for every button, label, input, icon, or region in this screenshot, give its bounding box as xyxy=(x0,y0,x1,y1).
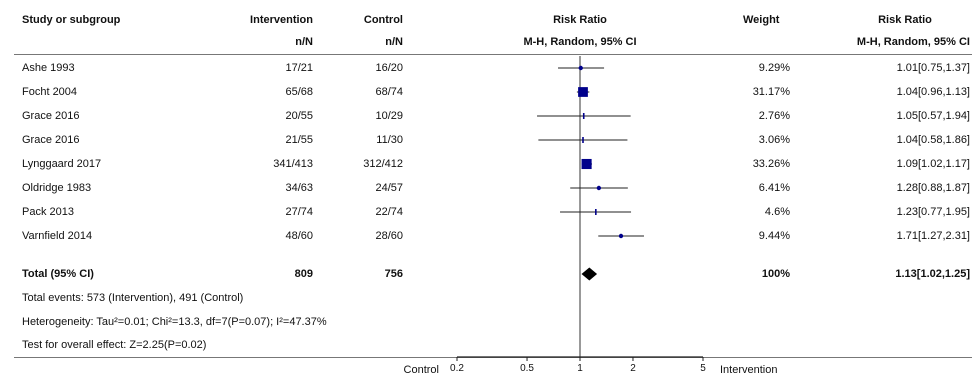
control-count: 24/57 xyxy=(375,182,403,194)
ci-value: 1.05[0.57,1.94] xyxy=(896,110,970,122)
ci-value: 1.23[0.77,1.95] xyxy=(896,206,970,218)
control-count: 68/74 xyxy=(375,86,403,98)
weight-value: 9.29% xyxy=(758,62,790,74)
weight-value: 9.44% xyxy=(758,230,790,242)
overall-effect-note: Test for overall effect: Z=2.25(P=0.02) xyxy=(22,339,207,351)
ci-value: 1.71[1.27,2.31] xyxy=(896,230,970,242)
study-name: Lynggaard 2017 xyxy=(22,158,102,170)
header-risk-ratio-sub: M-H, Random, 95% CI xyxy=(523,36,637,48)
x-tick-label: 2 xyxy=(630,363,636,374)
intervention-count: 341/413 xyxy=(273,158,313,170)
study-name: Ashe 1993 xyxy=(22,62,75,74)
intervention-count: 20/55 xyxy=(285,110,313,122)
header-control-sub: n/N xyxy=(385,36,403,48)
pooled-diamond xyxy=(581,267,598,281)
control-count: 312/412 xyxy=(363,158,403,170)
point-estimate-marker xyxy=(578,87,588,97)
weight-value: 33.26% xyxy=(752,158,790,170)
control-count: 16/20 xyxy=(375,62,403,74)
intervention-count: 65/68 xyxy=(285,86,313,98)
x-tick-label: 0.2 xyxy=(450,363,464,374)
weight-value: 6.41% xyxy=(758,182,790,194)
header-weight: Weight xyxy=(743,14,780,26)
header-divider xyxy=(14,54,972,55)
intervention-count: 17/21 xyxy=(285,62,313,74)
point-estimate-marker xyxy=(618,233,624,239)
header-risk-ratio-2: Risk Ratio xyxy=(878,14,932,26)
intervention-count: 48/60 xyxy=(285,230,313,242)
axis-label-control: Control xyxy=(403,364,439,376)
weight-value: 4.6% xyxy=(764,206,790,218)
total-control: 756 xyxy=(384,268,403,280)
study-name: Focht 2004 xyxy=(22,86,78,98)
total-ci-value: 1.13[1.02,1.25] xyxy=(895,268,970,280)
study-name: Varnfield 2014 xyxy=(22,230,93,242)
x-tick-label: 0.5 xyxy=(520,363,534,374)
control-count: 11/30 xyxy=(376,134,403,146)
study-name: Pack 2013 xyxy=(22,206,74,218)
header-control: Control xyxy=(363,14,403,26)
ci-value: 1.28[0.88,1.87] xyxy=(896,182,970,194)
x-tick-label: 5 xyxy=(700,363,706,374)
point-estimate-marker xyxy=(581,158,592,170)
intervention-count: 27/74 xyxy=(285,206,313,218)
header-risk-ratio-2-sub: M-H, Random, 95% CI xyxy=(856,36,970,48)
weight-value: 3.06% xyxy=(758,134,790,146)
weight-value: 31.17% xyxy=(752,86,790,98)
control-count: 28/60 xyxy=(375,230,403,242)
point-estimate-marker xyxy=(578,65,583,71)
control-count: 10/29 xyxy=(375,110,403,122)
ci-value: 1.01[0.75,1.37] xyxy=(896,62,970,74)
study-name: Oldridge 1983 xyxy=(22,182,92,194)
heterogeneity-note: Heterogeneity: Tau²=0.01; Chi²=13.3, df=… xyxy=(22,316,327,328)
x-tick-label: 1 xyxy=(577,363,583,374)
intervention-count: 21/55 xyxy=(285,134,313,146)
control-count: 22/74 xyxy=(375,206,403,218)
ci-value: 1.09[1.02,1.17] xyxy=(896,158,970,170)
axis-label-intervention: Intervention xyxy=(720,364,778,376)
ci-value: 1.04[0.58,1.86] xyxy=(896,134,970,146)
total-intervention: 809 xyxy=(294,268,313,280)
header-intervention: Intervention xyxy=(250,14,313,26)
weight-value: 2.76% xyxy=(758,110,790,122)
total-label: Total (95% CI) xyxy=(22,268,94,280)
study-name: Grace 2016 xyxy=(22,134,80,146)
total-weight: 100% xyxy=(761,268,790,280)
header-study: Study or subgroup xyxy=(22,14,121,26)
total-events-note: Total events: 573 (Intervention), 491 (C… xyxy=(22,292,244,304)
header-risk-ratio: Risk Ratio xyxy=(553,14,607,26)
ci-value: 1.04[0.96,1.13] xyxy=(896,86,970,98)
header-intervention-sub: n/N xyxy=(295,36,313,48)
study-name: Grace 2016 xyxy=(22,110,80,122)
point-estimate-marker xyxy=(596,185,602,191)
intervention-count: 34/63 xyxy=(285,182,313,194)
